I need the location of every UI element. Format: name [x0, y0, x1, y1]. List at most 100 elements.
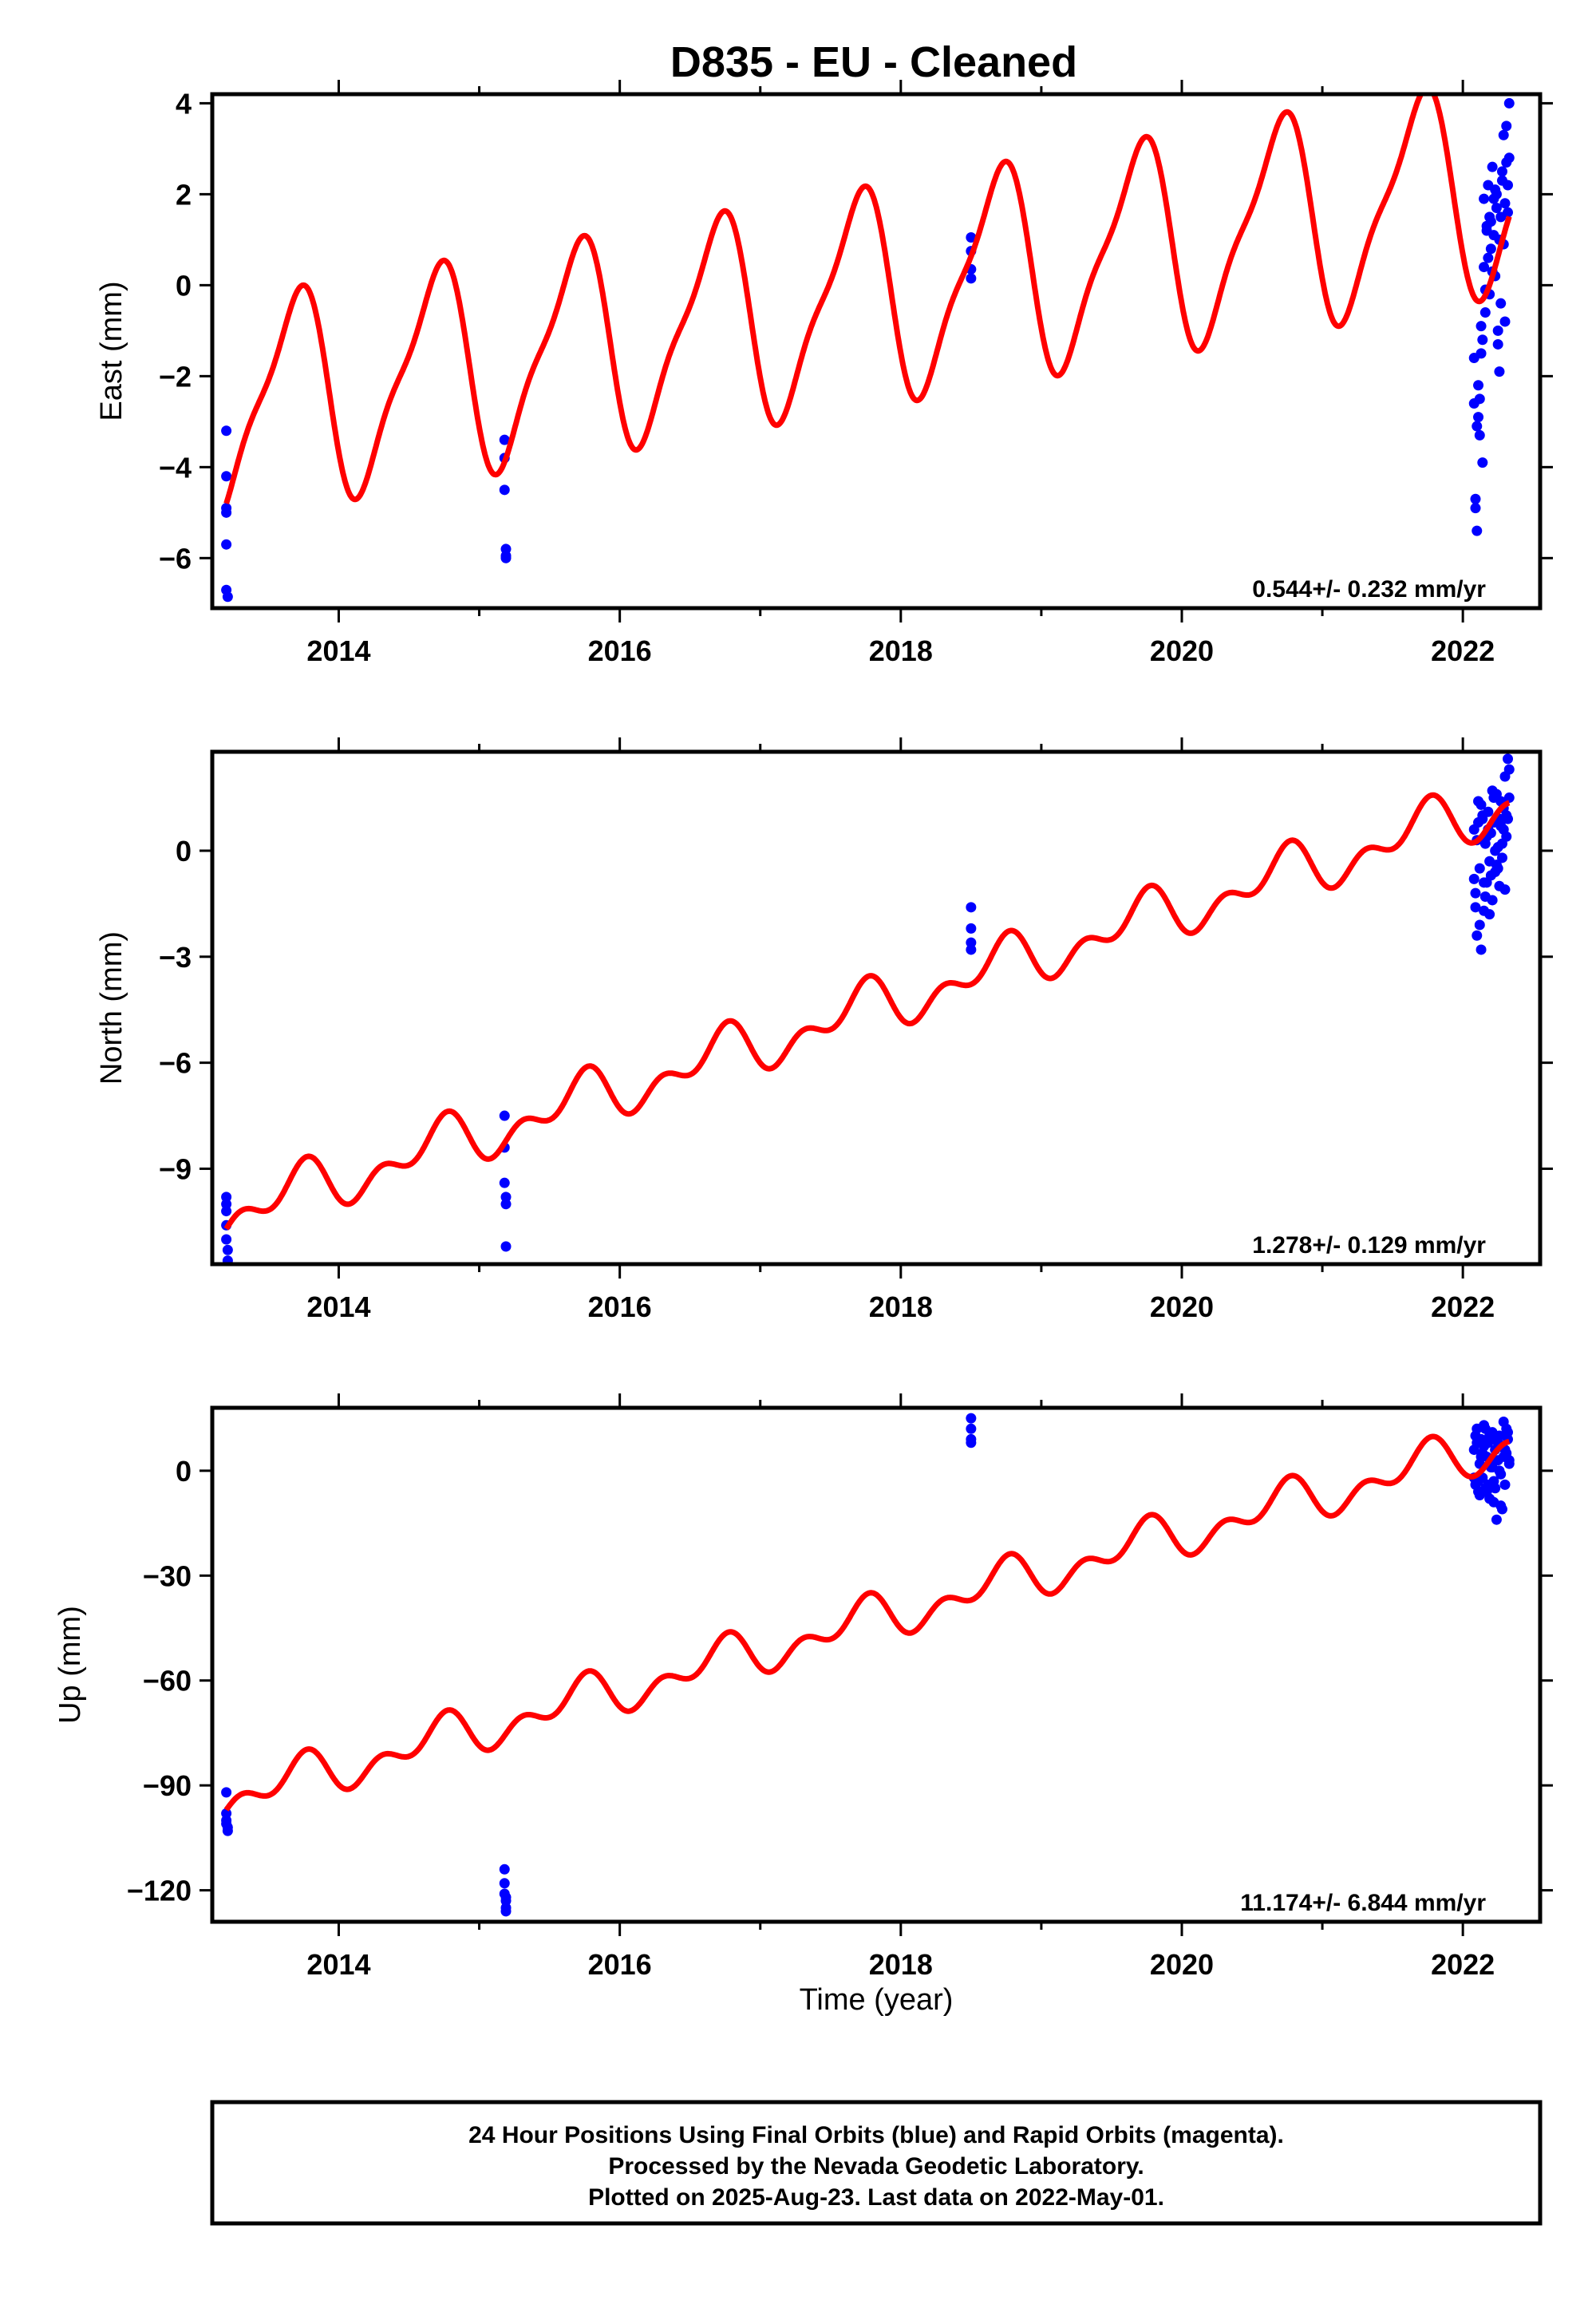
- east-data-point: [1477, 334, 1488, 346]
- north-data-point: [1468, 873, 1479, 884]
- north-data-point: [1498, 824, 1509, 835]
- east-data-point: [1496, 166, 1507, 177]
- north-x-tick-label: 2022: [1431, 1290, 1495, 1323]
- up-y-tick-label: −60: [143, 1665, 192, 1697]
- east-y-tick-label: −6: [159, 542, 192, 575]
- east-data-point: [1503, 152, 1515, 164]
- east-x-tick-label: 2022: [1431, 634, 1495, 667]
- up-data-point: [966, 1413, 977, 1424]
- up-data-point: [1503, 1455, 1515, 1466]
- east-data-point: [1503, 97, 1515, 109]
- east-data-point: [1481, 220, 1492, 231]
- north-data-point: [222, 1244, 233, 1255]
- up-data-point: [499, 1863, 510, 1875]
- east-data-point: [1503, 180, 1514, 191]
- north-data-point: [1499, 884, 1511, 895]
- up-y-tick-label: −120: [127, 1875, 192, 1907]
- east-plot-frame: [210, 92, 1543, 611]
- up-rate-label: 11.174+/- 6.844 mm/yr: [1240, 1890, 1486, 1916]
- east-data-point: [1494, 366, 1505, 377]
- north-rate-label: 1.278+/- 0.129 mm/yr: [1252, 1232, 1486, 1259]
- up-y-tick-label: −90: [143, 1769, 192, 1802]
- north-data-point: [1503, 753, 1514, 765]
- east-data-point: [1472, 421, 1483, 432]
- up-x-tick-label: 2014: [306, 1948, 370, 1981]
- east-data-point: [966, 232, 977, 243]
- north-data-point: [1496, 838, 1507, 849]
- east-data-point: [1470, 503, 1481, 514]
- up-panel: 2014 2016 2018 2020 2022 −120 −90 −60 −30 0 Up (mm…: [53, 1393, 1553, 1981]
- up-x-tick-label: 2016: [588, 1948, 652, 1981]
- north-x-tick-label: 2014: [306, 1290, 370, 1323]
- north-y-tick-label: −6: [159, 1047, 192, 1080]
- east-data-point: [1477, 457, 1488, 468]
- east-data-point: [1474, 393, 1485, 405]
- north-data-points: [221, 753, 1515, 1264]
- east-data-point: [222, 591, 233, 603]
- east-data-point: [1473, 412, 1484, 423]
- east-y-tick-label: 0: [176, 269, 192, 302]
- north-panel: 2014 2016 2018 2020 2022 −9 −6 −3 0 North (mm) 1.2…: [95, 737, 1553, 1323]
- up-data-point: [1470, 1430, 1481, 1441]
- east-data-point: [221, 471, 232, 482]
- up-data-point: [221, 1787, 232, 1798]
- up-y-axis-label: Up (mm): [53, 1606, 87, 1724]
- north-data-point: [1473, 817, 1484, 828]
- east-data-point: [1490, 184, 1501, 196]
- east-y-tick-label: −2: [159, 360, 192, 393]
- east-data-point: [1495, 211, 1507, 223]
- north-data-point: [222, 1255, 233, 1264]
- east-y-tick-label: −4: [159, 451, 192, 484]
- north-data-point: [966, 923, 977, 934]
- east-data-point: [1479, 307, 1491, 318]
- east-data-point: [1491, 202, 1502, 213]
- east-data-point: [1485, 243, 1496, 255]
- east-y-tick-label: 2: [176, 178, 192, 211]
- up-x-tick-label: 2020: [1150, 1948, 1214, 1981]
- x-axis-label: Time (year): [800, 1983, 954, 2017]
- north-data-point: [1474, 863, 1485, 874]
- north-data-point: [499, 1110, 510, 1121]
- east-data-point: [1488, 230, 1499, 241]
- north-data-point: [966, 902, 977, 913]
- up-data-point: [499, 1878, 510, 1889]
- north-data-point: [1470, 902, 1481, 913]
- east-x-tick-label: 2016: [588, 634, 652, 667]
- east-data-point: [1476, 321, 1487, 332]
- east-data-point: [1495, 298, 1507, 309]
- footer-box: [210, 2100, 1543, 2226]
- up-plot-frame: [210, 1405, 1543, 1924]
- east-data-point: [499, 434, 510, 445]
- east-data-point: [1492, 325, 1503, 336]
- north-data-point: [1476, 944, 1487, 955]
- east-data-point: [1472, 525, 1483, 536]
- east-model-curve: [223, 94, 1512, 504]
- north-data-point: [966, 944, 977, 955]
- north-data-point: [1501, 810, 1512, 821]
- east-y-axis-label: East (mm): [95, 281, 128, 421]
- east-data-point: [1470, 493, 1481, 504]
- north-data-point: [221, 1206, 232, 1217]
- up-data-point: [1495, 1500, 1507, 1512]
- footer-line-3: Plotted on 2025-Aug-23. Last data on 202…: [588, 2184, 1164, 2211]
- east-data-point: [500, 552, 512, 563]
- north-data-point: [500, 1241, 512, 1252]
- up-data-point: [966, 1423, 977, 1434]
- east-panel: 2014 2016 2018 2020 2022 −6 −4 −2 0 2 4 East (mm) 0.…: [95, 80, 1553, 667]
- up-data-point: [1479, 1441, 1490, 1452]
- east-data-point: [1479, 193, 1490, 204]
- north-data-point: [1470, 887, 1481, 899]
- up-data-point: [1491, 1514, 1502, 1525]
- east-data-point: [1483, 252, 1494, 263]
- east-data-point: [1499, 198, 1511, 209]
- east-data-point: [499, 484, 510, 496]
- footer-line-1: 24 Hour Positions Using Final Orbits (bl…: [468, 2122, 1284, 2148]
- north-data-point: [1479, 877, 1490, 888]
- north-data-point: [1496, 852, 1507, 864]
- east-data-point: [966, 273, 977, 284]
- north-plot-frame: [210, 749, 1543, 1267]
- up-data-point: [1476, 1451, 1487, 1462]
- north-data-point: [1485, 870, 1496, 881]
- east-x-tick-label: 2018: [869, 634, 933, 667]
